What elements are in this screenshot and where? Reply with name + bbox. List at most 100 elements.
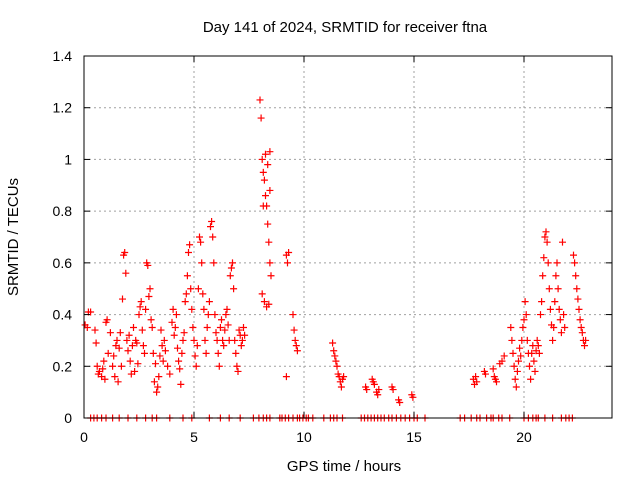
data-point	[149, 349, 157, 357]
data-point	[262, 150, 269, 158]
data-point	[180, 329, 188, 337]
data-point	[575, 305, 583, 313]
data-point	[224, 321, 232, 329]
data-point	[215, 362, 223, 370]
data-point	[159, 357, 167, 365]
data-point	[168, 318, 176, 326]
data-point	[101, 375, 109, 383]
data-point	[174, 344, 181, 352]
data-point	[235, 326, 243, 334]
data-point	[375, 386, 383, 394]
data-point	[103, 316, 111, 324]
data-point	[578, 329, 586, 337]
data-point	[542, 228, 550, 236]
data-point	[290, 326, 298, 334]
data-point	[211, 311, 219, 319]
data-point	[92, 339, 100, 347]
chart-title: Day 141 of 2024, SRMTID for receiver ftn…	[203, 19, 488, 36]
data-point	[121, 249, 129, 257]
ticks-layer: 0 0.2 0.4 0.6 0.8 1 1.2 1.4 0 5 10 15 20	[53, 48, 612, 445]
y-tick-label: 1	[64, 151, 72, 167]
data-point	[147, 316, 155, 324]
data-point	[544, 259, 552, 267]
data-point	[154, 383, 162, 391]
data-point	[257, 114, 265, 122]
data-point	[482, 370, 489, 378]
data-point	[241, 331, 249, 339]
data-point	[138, 326, 146, 334]
data-point	[164, 362, 172, 370]
data-point	[175, 357, 183, 365]
data-point	[489, 365, 497, 373]
data-point	[574, 295, 582, 303]
data-point	[134, 360, 142, 368]
data-point	[111, 373, 119, 381]
data-point	[172, 311, 180, 319]
data-point	[106, 329, 114, 337]
data-point	[265, 238, 273, 246]
data-point	[539, 272, 547, 280]
data-point	[150, 378, 158, 386]
y-tick-label: 1.2	[53, 100, 73, 116]
data-point	[139, 342, 147, 350]
x-axis-label: GPS time / hours	[287, 458, 401, 475]
data-point	[232, 349, 240, 357]
data-point	[214, 349, 222, 357]
data-point	[389, 386, 397, 394]
data-point	[116, 329, 124, 337]
data-point	[284, 259, 291, 267]
data-point	[194, 285, 202, 293]
data-point	[554, 285, 562, 293]
data-point	[363, 386, 371, 394]
data-point	[182, 290, 190, 298]
data-point	[561, 324, 569, 331]
data-point	[258, 290, 266, 298]
data-point	[137, 298, 145, 306]
data-point	[528, 349, 536, 357]
data-point	[573, 285, 581, 293]
data-point	[291, 336, 299, 344]
data-point	[330, 347, 338, 355]
data-point	[576, 316, 584, 324]
data-point	[259, 168, 267, 176]
data-point	[110, 352, 118, 360]
data-point	[549, 336, 557, 344]
data-point	[337, 383, 345, 391]
data-point	[171, 324, 179, 331]
data-point	[185, 249, 192, 257]
data-point	[200, 305, 208, 313]
data-point	[91, 326, 99, 334]
data-point	[87, 308, 95, 316]
data-point	[198, 259, 206, 267]
data-point	[511, 375, 519, 383]
data-point	[289, 311, 297, 319]
data-point	[572, 272, 580, 280]
data-point	[210, 259, 218, 267]
data-point	[220, 342, 228, 350]
data-point	[157, 326, 165, 334]
data-point	[187, 285, 195, 293]
data-point	[119, 295, 126, 303]
data-point	[124, 347, 132, 355]
data-point	[233, 362, 241, 370]
y-tick-label: 0	[64, 410, 72, 426]
data-point	[207, 223, 214, 231]
data-point	[530, 357, 538, 365]
data-point	[202, 349, 210, 357]
data-point	[128, 342, 136, 350]
data-point	[219, 336, 227, 344]
data-point	[515, 357, 522, 365]
data-point	[100, 357, 108, 365]
data-point	[212, 329, 220, 337]
data-point	[115, 344, 123, 352]
data-point	[183, 272, 191, 280]
data-point	[582, 336, 590, 344]
data-point	[158, 342, 166, 350]
data-point	[472, 373, 480, 381]
data-point	[264, 220, 272, 228]
data-point	[153, 388, 161, 396]
data-point	[523, 336, 531, 344]
data-point	[537, 311, 544, 319]
data-point	[208, 217, 216, 225]
